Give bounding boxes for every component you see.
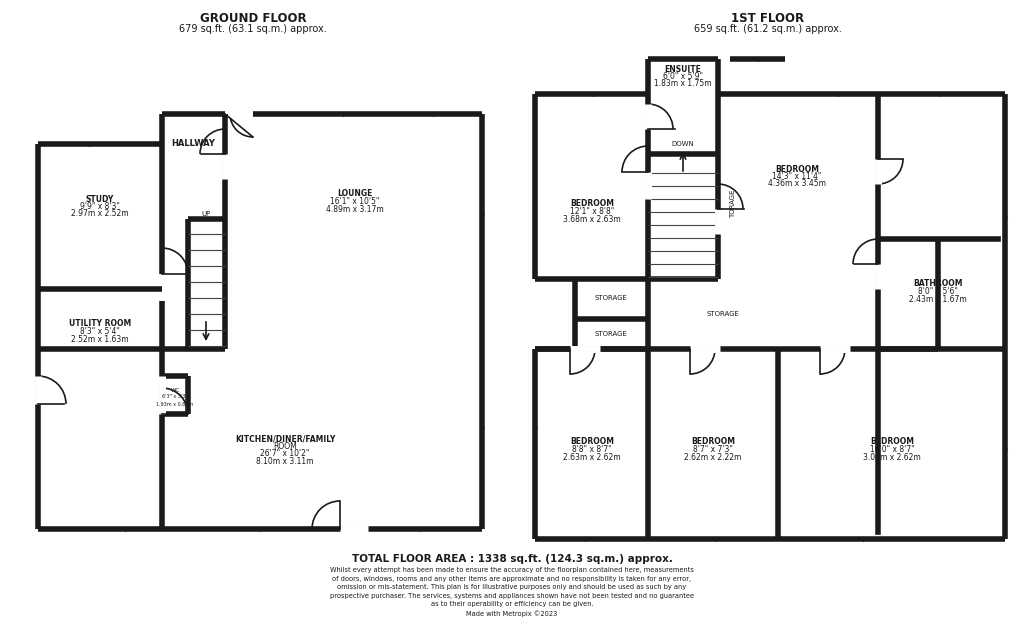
Text: 8'7" x 7'3": 8'7" x 7'3" [693, 445, 733, 454]
Text: DOWN: DOWN [672, 141, 694, 147]
Text: STORAGE: STORAGE [595, 331, 628, 337]
Text: 26'7" x 10'2": 26'7" x 10'2" [260, 450, 309, 458]
Text: LOUNGE: LOUNGE [337, 190, 373, 198]
Text: UP: UP [202, 211, 211, 217]
Text: BEDROOM: BEDROOM [570, 200, 614, 209]
Text: 14'3" x 11'4": 14'3" x 11'4" [772, 172, 821, 181]
Text: 4.36m x 3.45m: 4.36m x 3.45m [768, 179, 826, 188]
Text: 12'1" x 8'8": 12'1" x 8'8" [570, 207, 614, 216]
Text: HALLWAY: HALLWAY [171, 139, 215, 148]
Text: STORAGE: STORAGE [595, 295, 628, 301]
Text: 2.62m x 2.22m: 2.62m x 2.22m [684, 453, 741, 462]
Text: 9'9" x 8'3": 9'9" x 8'3" [80, 202, 120, 211]
Text: TORAGE: TORAGE [730, 190, 736, 218]
Text: STORAGE: STORAGE [707, 311, 739, 317]
Text: 8'0" x 5'6": 8'0" x 5'6" [919, 287, 957, 296]
Text: 3.06m x 2.62m: 3.06m x 2.62m [863, 453, 921, 462]
Text: BEDROOM: BEDROOM [691, 437, 735, 446]
Text: 1ST FLOOR: 1ST FLOOR [731, 11, 805, 25]
Text: TOTAL FLOOR AREA : 1338 sq.ft. (124.3 sq.m.) approx.: TOTAL FLOOR AREA : 1338 sq.ft. (124.3 sq… [351, 554, 673, 564]
Text: WC: WC [170, 387, 179, 392]
Text: ROOM: ROOM [273, 442, 297, 451]
Text: Whilst every attempt has been made to ensure the accuracy of the floorplan conta: Whilst every attempt has been made to en… [330, 567, 694, 617]
Text: 8.10m x 3.11m: 8.10m x 3.11m [256, 457, 313, 466]
Text: 16'1" x 10'5": 16'1" x 10'5" [331, 197, 380, 206]
Text: GROUND FLOOR: GROUND FLOOR [200, 11, 306, 25]
Text: 2.43m x 1.67m: 2.43m x 1.67m [909, 295, 967, 304]
Text: 1.83m x 1.75m: 1.83m x 1.75m [654, 79, 712, 89]
Text: BEDROOM: BEDROOM [870, 437, 914, 446]
Text: 6'0" x 5'9": 6'0" x 5'9" [663, 72, 703, 81]
Text: BEDROOM: BEDROOM [570, 437, 614, 446]
Text: 659 sq.ft. (61.2 sq.m.) approx.: 659 sq.ft. (61.2 sq.m.) approx. [694, 24, 842, 34]
Text: 2.97m x 2.52m: 2.97m x 2.52m [72, 209, 129, 219]
Text: 1.93m x 0.86m: 1.93m x 0.86m [157, 401, 194, 406]
Text: BEDROOM: BEDROOM [775, 164, 819, 174]
Text: 4.89m x 3.17m: 4.89m x 3.17m [326, 205, 384, 214]
Text: 3.68m x 2.63m: 3.68m x 2.63m [563, 214, 621, 224]
Text: 2.63m x 2.62m: 2.63m x 2.62m [563, 453, 621, 462]
Text: 6'3" x 3'3": 6'3" x 3'3" [162, 394, 187, 399]
Text: ENSUITE: ENSUITE [665, 65, 701, 74]
Text: BATHROOM: BATHROOM [913, 280, 963, 288]
Text: 679 sq.ft. (63.1 sq.m.) approx.: 679 sq.ft. (63.1 sq.m.) approx. [179, 24, 327, 34]
Text: KITCHEN/DINER/FAMILY: KITCHEN/DINER/FAMILY [234, 434, 335, 444]
Text: UTILITY ROOM: UTILITY ROOM [69, 320, 131, 328]
Text: STUDY: STUDY [86, 195, 114, 204]
Text: 2.52m x 1.63m: 2.52m x 1.63m [72, 335, 129, 344]
Text: 8'8" x 8'7": 8'8" x 8'7" [572, 445, 611, 454]
Text: 8'3" x 5'4": 8'3" x 5'4" [80, 327, 120, 336]
Text: 10'0" x 8'7": 10'0" x 8'7" [869, 445, 914, 454]
